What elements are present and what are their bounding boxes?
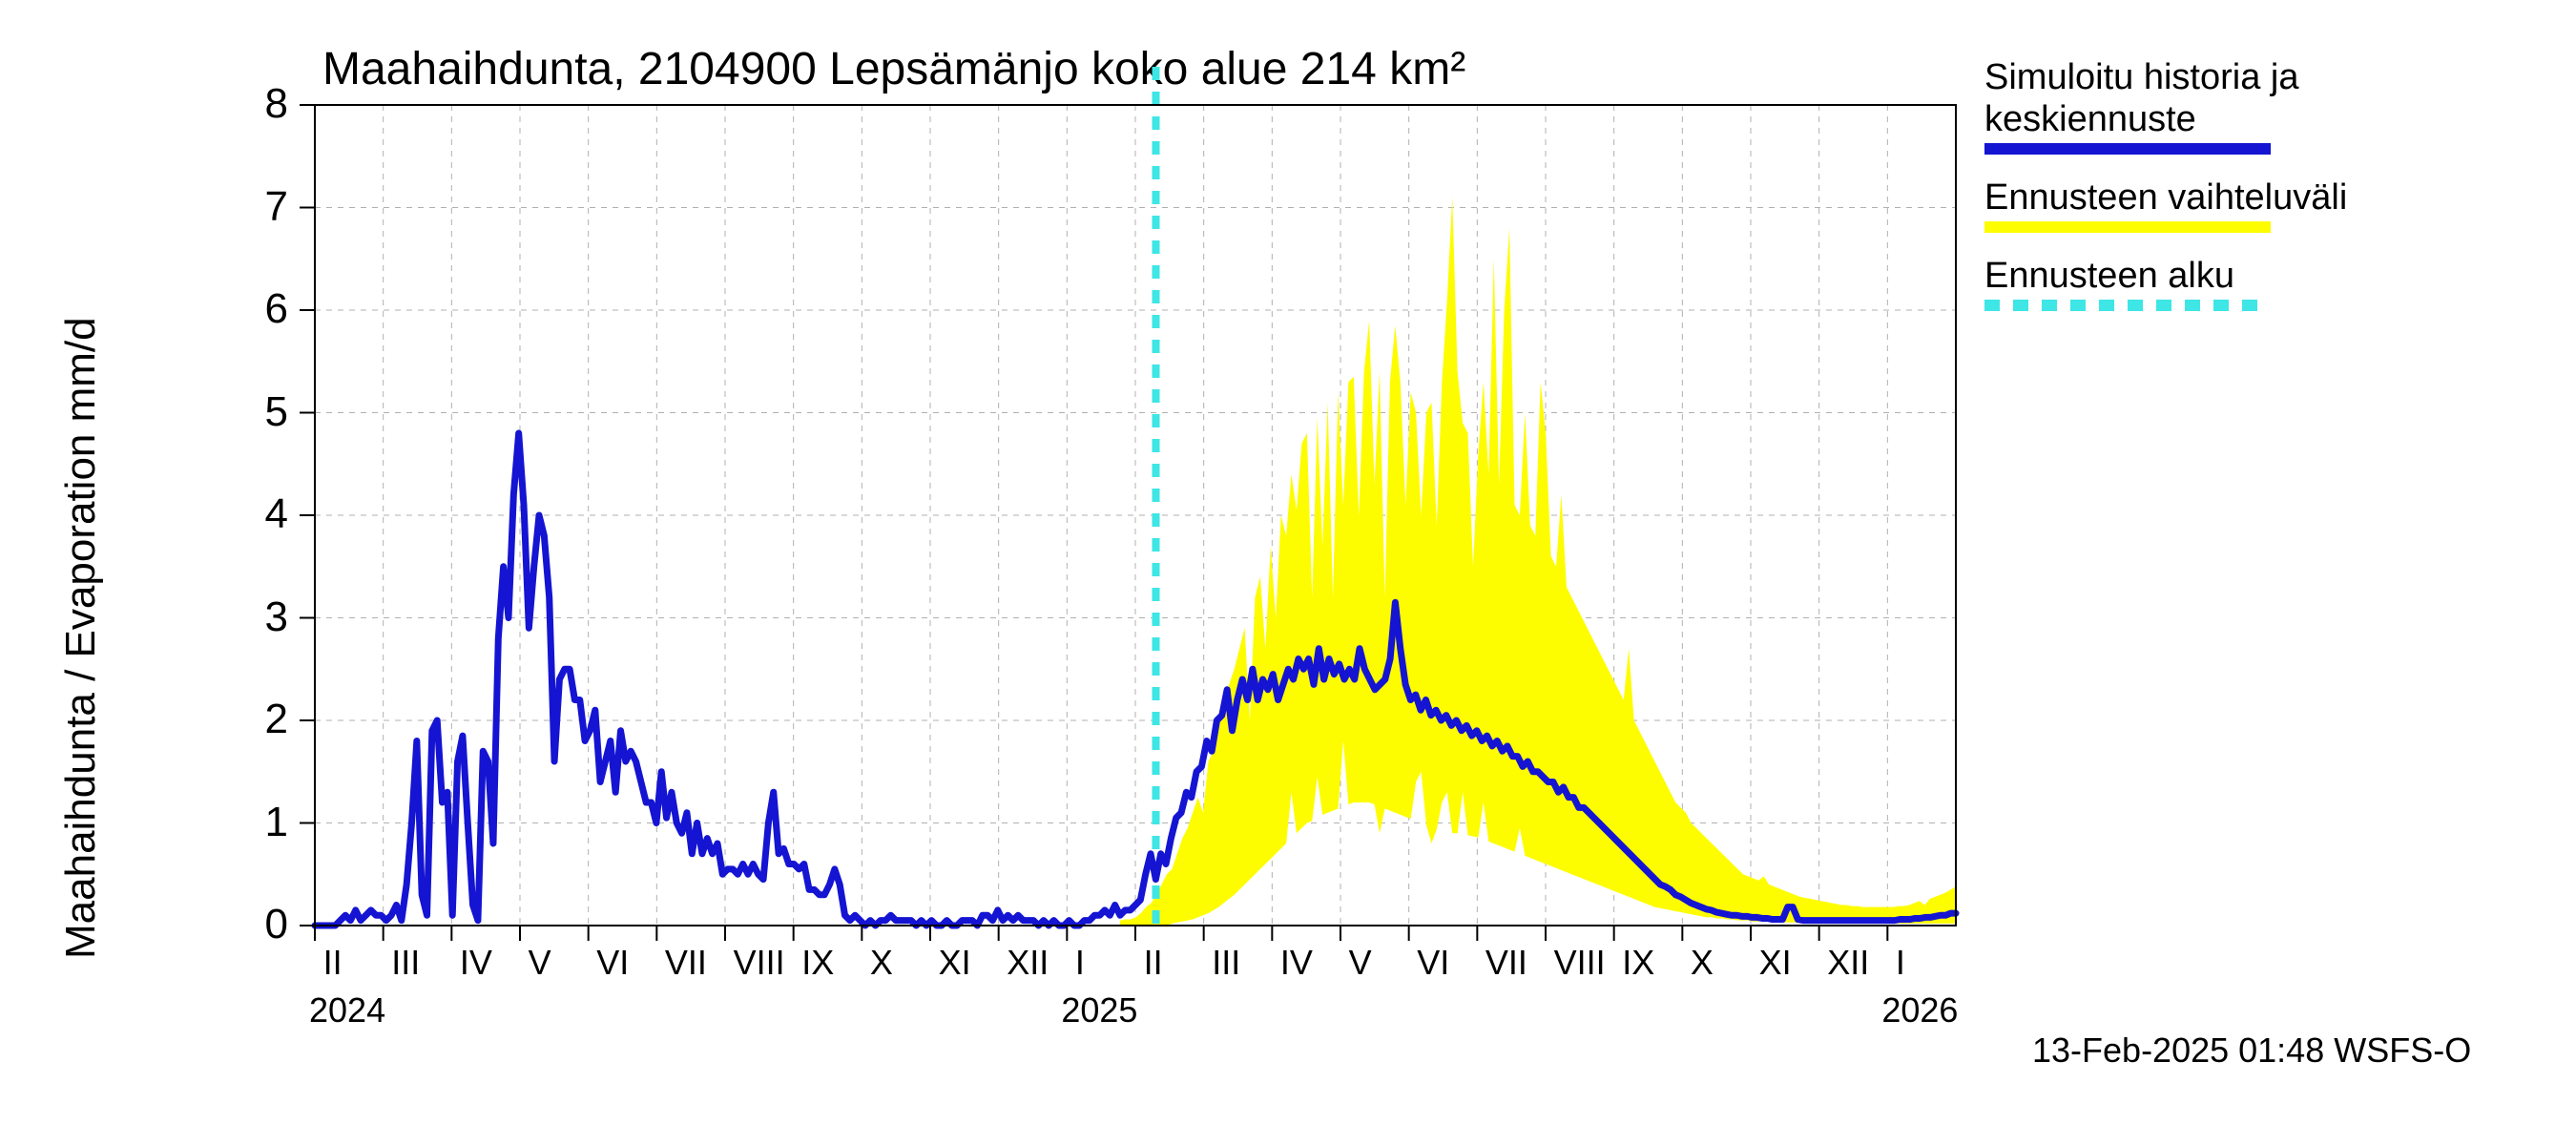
x-month-label: IX: [801, 943, 834, 983]
x-month-label: X: [1691, 943, 1714, 983]
x-month-label: III: [1212, 943, 1240, 983]
x-month-label: III: [391, 943, 420, 983]
y-tick-label: 6: [265, 285, 288, 333]
x-year-label: 2025: [1061, 990, 1137, 1030]
x-month-label: VII: [1485, 943, 1527, 983]
x-month-label: VIII: [1554, 943, 1606, 983]
x-year-label: 2026: [1881, 990, 1958, 1030]
x-month-label: XI: [939, 943, 971, 983]
x-month-label: II: [323, 943, 343, 983]
x-month-label: X: [870, 943, 893, 983]
y-tick-label: 2: [265, 696, 288, 743]
x-month-label: VII: [665, 943, 707, 983]
legend-label: Simuloitu historia ja: [1984, 57, 2298, 98]
x-month-label: V: [529, 943, 551, 983]
x-month-label: VI: [596, 943, 629, 983]
legend-swatch: [1984, 143, 2271, 155]
x-month-label: IV: [1280, 943, 1313, 983]
y-tick-label: 8: [265, 80, 288, 128]
y-tick-label: 1: [265, 799, 288, 846]
chart-root: Maahaihdunta / Evaporation mm/d Maahaihd…: [0, 0, 2576, 1145]
x-month-label: I: [1896, 943, 1905, 983]
x-month-label: XI: [1759, 943, 1792, 983]
x-month-label: XII: [1007, 943, 1049, 983]
x-month-label: VIII: [734, 943, 785, 983]
x-month-label: VI: [1417, 943, 1449, 983]
y-tick-label: 4: [265, 490, 288, 538]
legend-label: keskiennuste: [1984, 99, 2196, 140]
legend-swatch: [1984, 300, 2271, 311]
footer-timestamp: 13-Feb-2025 01:48 WSFS-O: [2032, 1030, 2471, 1071]
legend-label: Ennusteen alku: [1984, 256, 2234, 297]
y-tick-label: 5: [265, 388, 288, 436]
y-tick-label: 3: [265, 593, 288, 641]
y-tick-label: 7: [265, 183, 288, 231]
x-month-label: I: [1075, 943, 1085, 983]
x-month-label: IX: [1622, 943, 1654, 983]
x-month-label: II: [1144, 943, 1163, 983]
y-tick-label: 0: [265, 901, 288, 948]
x-month-label: IV: [460, 943, 492, 983]
legend-swatch: [1984, 221, 2271, 233]
legend-label: Ennusteen vaihteluväli: [1984, 177, 2347, 219]
x-year-label: 2024: [309, 990, 385, 1030]
x-month-label: XII: [1827, 943, 1869, 983]
x-month-label: V: [1349, 943, 1372, 983]
